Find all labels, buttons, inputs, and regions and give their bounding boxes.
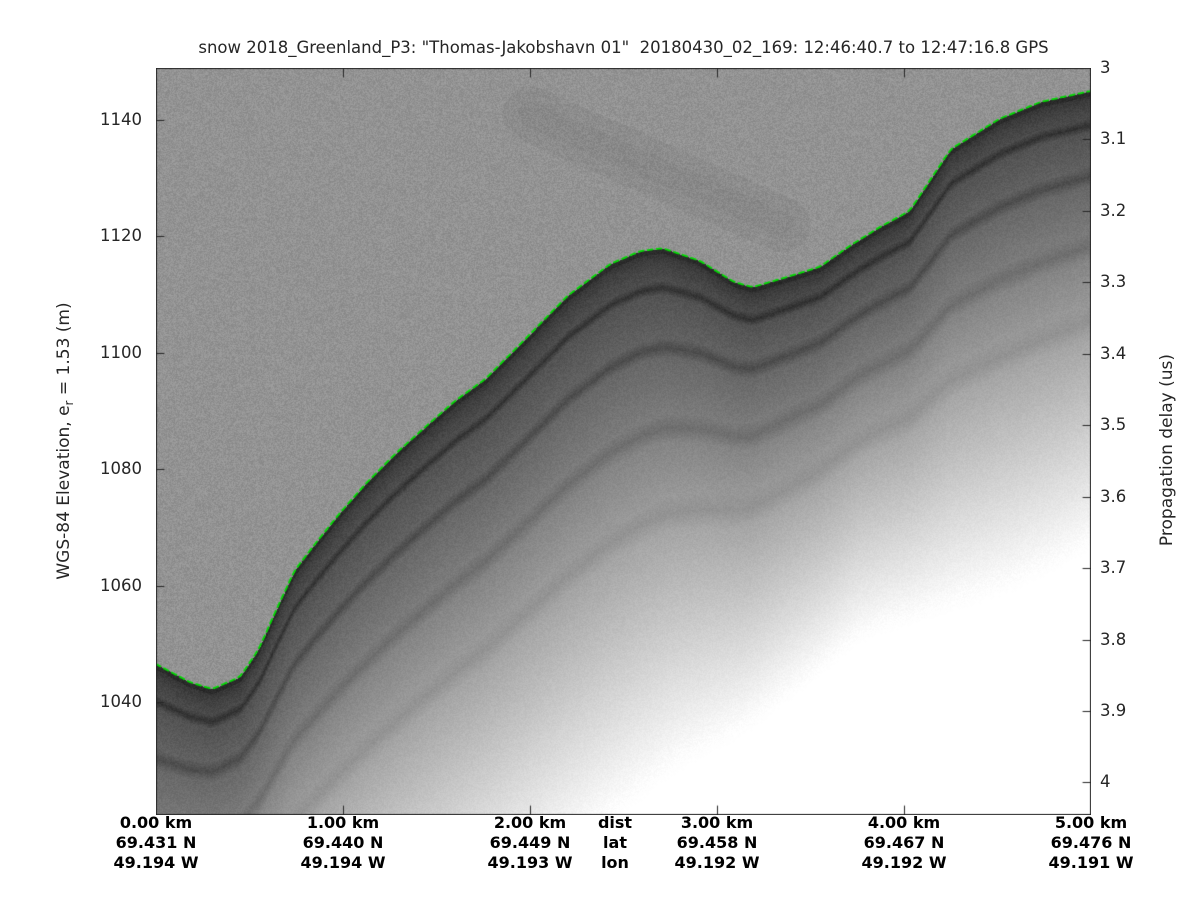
- echogram-plot-area: [156, 68, 1091, 815]
- geo-dist-value: 4.00 km: [839, 813, 969, 833]
- y-left-tick-label: 1100: [90, 343, 142, 363]
- y-left-tick-label: 1120: [90, 226, 142, 246]
- y-right-tick-label: 3.9: [1100, 701, 1126, 721]
- geo-lat-value: 69.440 N: [278, 833, 408, 853]
- geo-column: 0.00 km 69.431 N 49.194 W: [91, 813, 221, 873]
- y-left-tick-label: 1140: [90, 110, 142, 130]
- geo-dist-value: 1.00 km: [278, 813, 408, 833]
- geo-legend-lon: lon: [550, 853, 680, 873]
- geo-dist-value: 0.00 km: [91, 813, 221, 833]
- y-axis-label-right: Propagation delay (us): [1156, 240, 1178, 660]
- geo-lon-value: 49.194 W: [278, 853, 408, 873]
- y-right-tick-label: 3.8: [1100, 630, 1126, 650]
- geo-legend-column: dist lat lon: [550, 813, 680, 873]
- y-left-tick-label: 1040: [90, 692, 142, 712]
- geo-column: 5.00 km 69.476 N 49.191 W: [1026, 813, 1156, 873]
- y-axis-label-left: WGS-84 Elevation, er = 1.53 (m): [53, 231, 75, 651]
- y-right-tick-label: 3.5: [1100, 415, 1126, 435]
- y-right-tick-label: 3.1: [1100, 129, 1126, 149]
- y-right-tick-label: 3: [1100, 58, 1111, 78]
- y-right-tick-label: 3.4: [1100, 344, 1126, 364]
- echogram-canvas: [156, 68, 1091, 815]
- geo-lon-value: 49.191 W: [1026, 853, 1156, 873]
- plot-title: snow 2018_Greenland_P3: "Thomas-Jakobsha…: [156, 38, 1091, 57]
- geo-lon-value: 49.192 W: [839, 853, 969, 873]
- geo-legend-lat: lat: [550, 833, 680, 853]
- matlab-figure: snow 2018_Greenland_P3: "Thomas-Jakobsha…: [0, 0, 1200, 900]
- ylabel-left-subscript: r: [62, 401, 76, 406]
- y-right-tick-label: 3.2: [1100, 201, 1126, 221]
- geo-lat-value: 69.467 N: [839, 833, 969, 853]
- geo-lat-value: 69.476 N: [1026, 833, 1156, 853]
- y-right-tick-label: 3.6: [1100, 487, 1126, 507]
- y-right-tick-label: 3.3: [1100, 272, 1126, 292]
- geo-lat-value: 69.431 N: [91, 833, 221, 853]
- ylabel-left-suffix: = 1.53 (m): [54, 302, 74, 400]
- geo-column: 4.00 km 69.467 N 49.192 W: [839, 813, 969, 873]
- y-left-tick-label: 1060: [90, 576, 142, 596]
- y-right-tick-label: 4: [1100, 772, 1111, 792]
- y-right-tick-label: 3.7: [1100, 558, 1126, 578]
- geo-column: 1.00 km 69.440 N 49.194 W: [278, 813, 408, 873]
- y-left-tick-label: 1080: [90, 459, 142, 479]
- geo-dist-value: 5.00 km: [1026, 813, 1156, 833]
- geo-legend-dist: dist: [550, 813, 680, 833]
- ylabel-left-prefix: WGS-84 Elevation, e: [54, 405, 74, 579]
- geo-lon-value: 49.194 W: [91, 853, 221, 873]
